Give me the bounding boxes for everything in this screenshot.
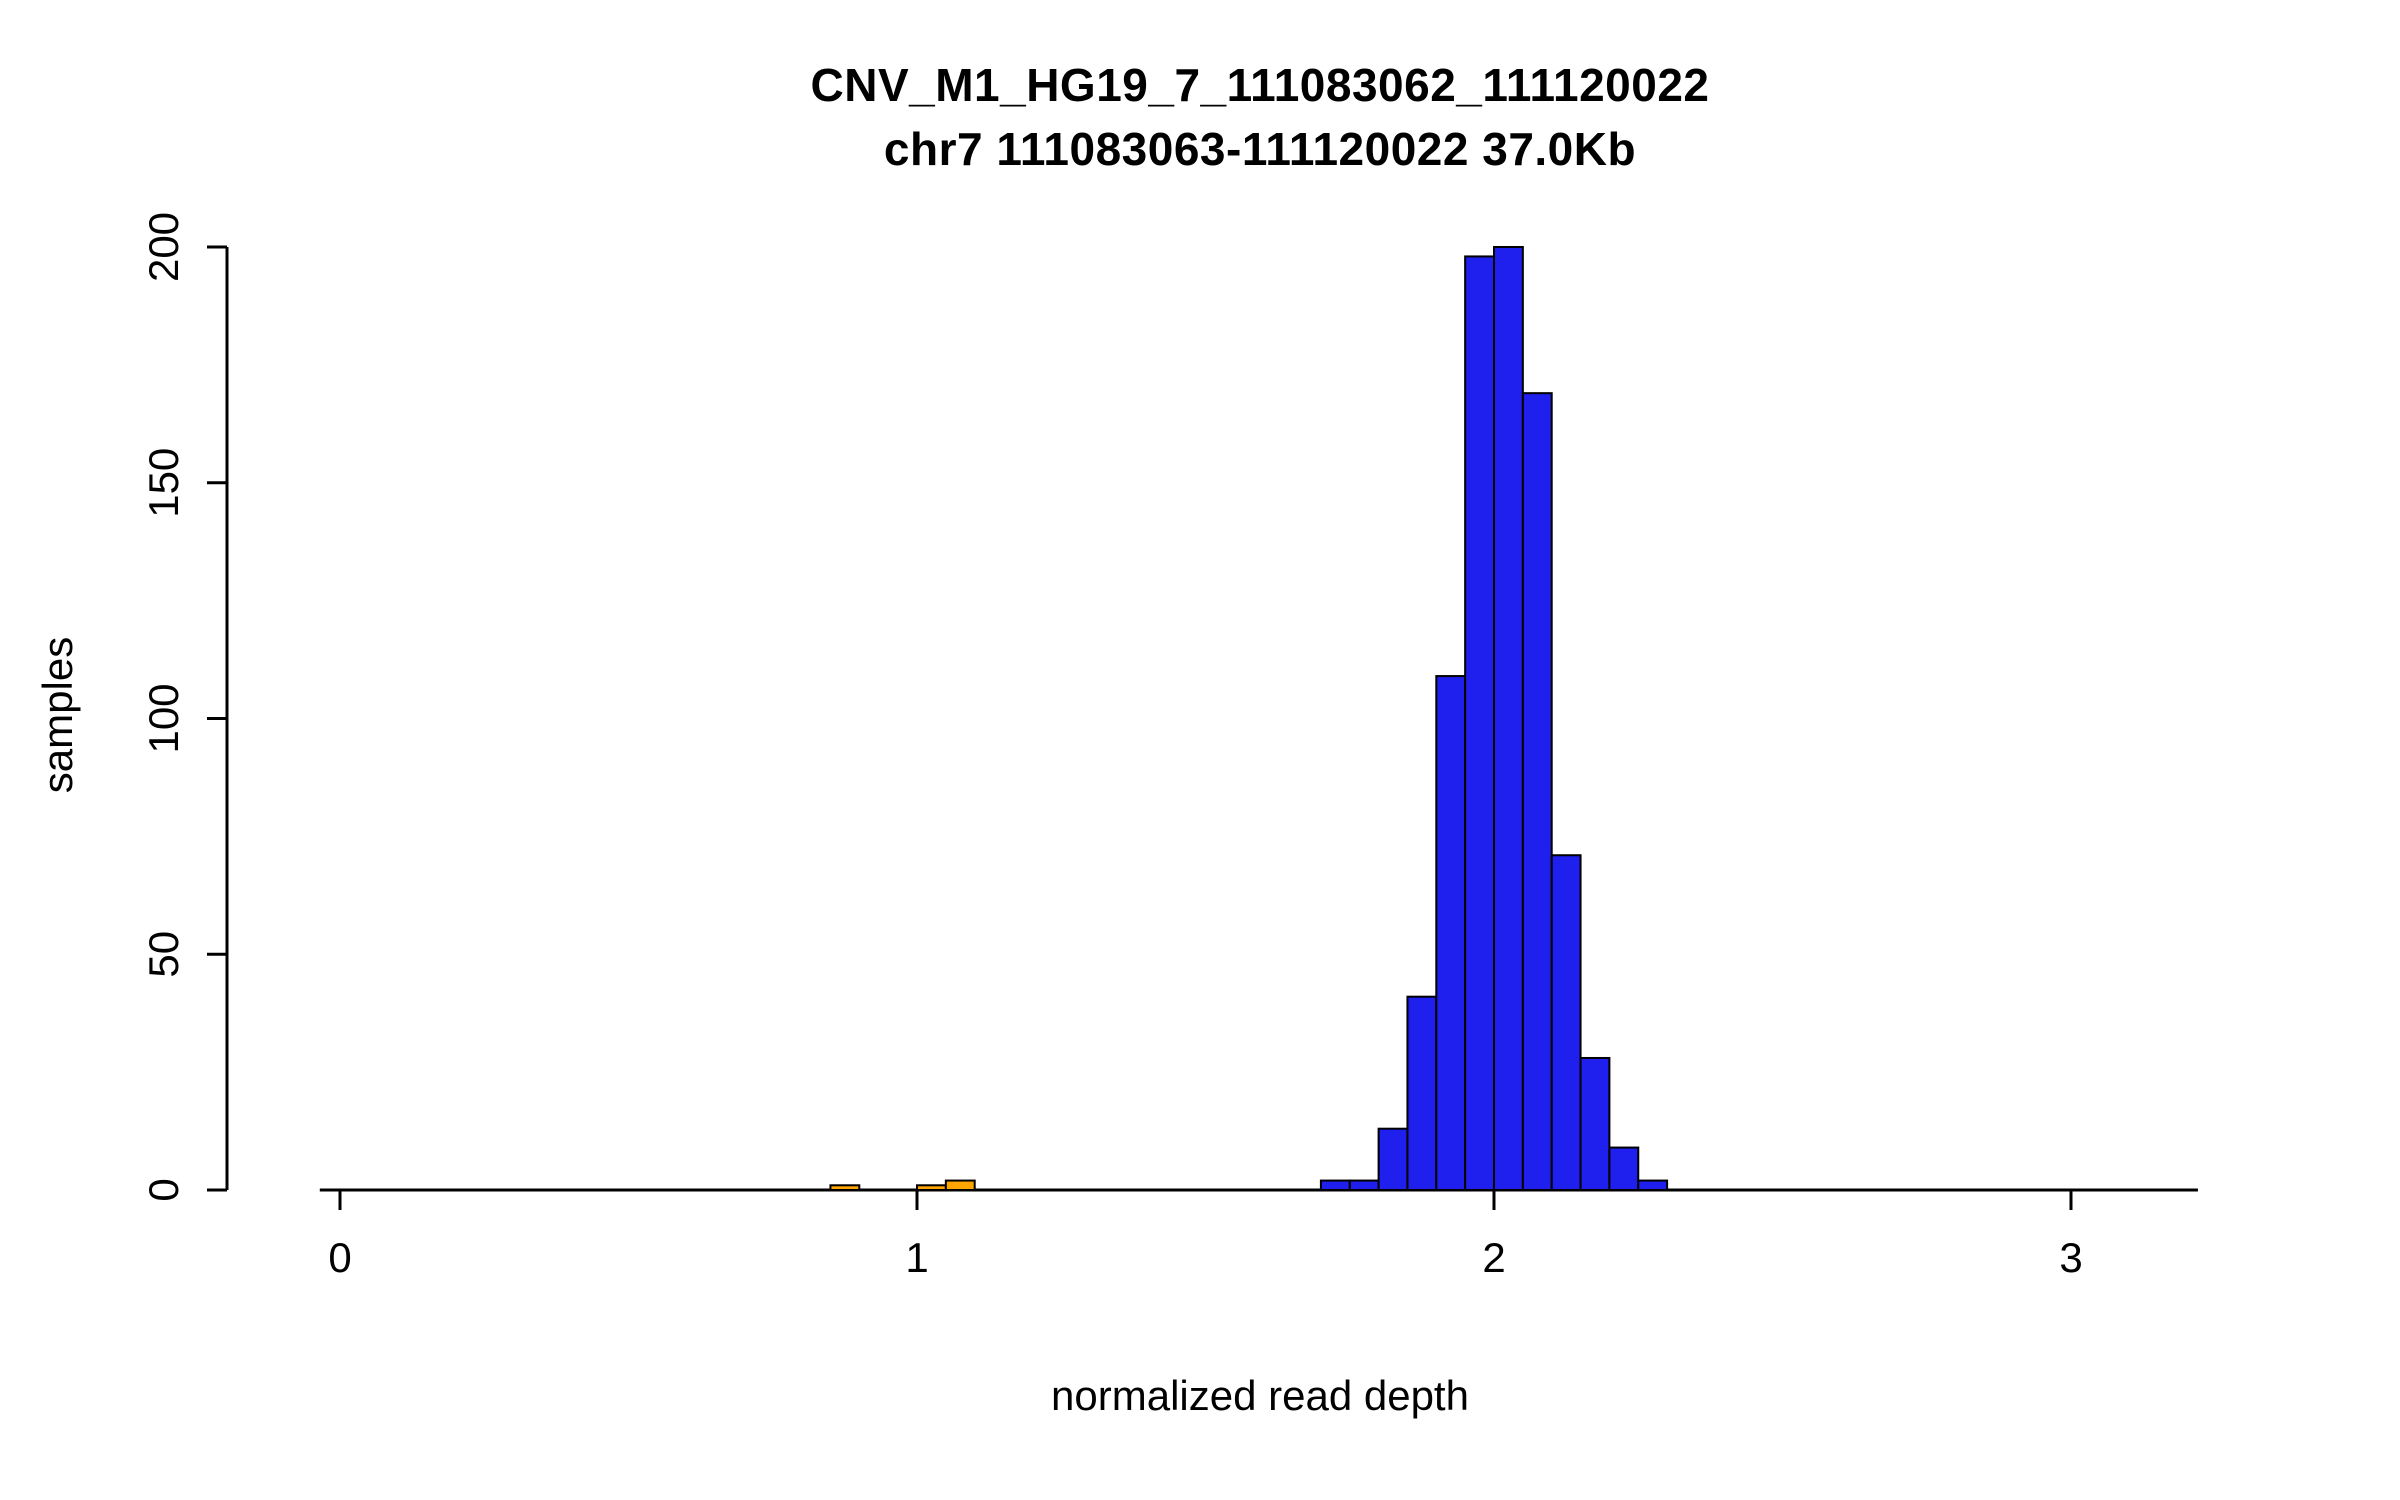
histogram-bar xyxy=(1608,1146,1640,1191)
chart-title: CNV_M1_HG19_7_111083062_111120022 xyxy=(810,59,1710,111)
histogram-bar xyxy=(1550,854,1582,1191)
x-tick-label: 0 xyxy=(328,1234,351,1281)
histogram-bar xyxy=(1579,1056,1611,1191)
histogram-bar xyxy=(1319,1179,1351,1191)
histogram-bar xyxy=(829,1184,861,1192)
y-axis-label: samples xyxy=(34,636,81,794)
x-tick-label: 1 xyxy=(905,1234,928,1281)
histogram-bar xyxy=(916,1184,947,1192)
y-tick-label: 100 xyxy=(140,683,187,753)
histogram-bar xyxy=(1493,246,1524,1191)
histogram-bar xyxy=(944,1179,976,1191)
x-tick-label: 2 xyxy=(1482,1234,1505,1281)
histogram-bar xyxy=(1521,392,1553,1192)
y-tick-label: 50 xyxy=(140,931,187,978)
histogram-bar xyxy=(1637,1179,1669,1191)
y-tick-label: 0 xyxy=(140,1178,187,1201)
histogram-bar xyxy=(1348,1179,1380,1191)
x-axis-label: normalized read depth xyxy=(1051,1372,1469,1419)
x-tick-label: 3 xyxy=(2059,1234,2082,1281)
y-tick-label: 200 xyxy=(140,212,187,282)
histogram-bar xyxy=(1464,255,1496,1191)
histogram-bar xyxy=(1435,675,1467,1191)
y-tick-label: 150 xyxy=(140,448,187,518)
chart-subtitle: chr7 111083063-111120022 37.0Kb xyxy=(883,123,1637,175)
histogram-bar xyxy=(1377,1127,1409,1191)
histogram-bar xyxy=(1406,995,1438,1191)
